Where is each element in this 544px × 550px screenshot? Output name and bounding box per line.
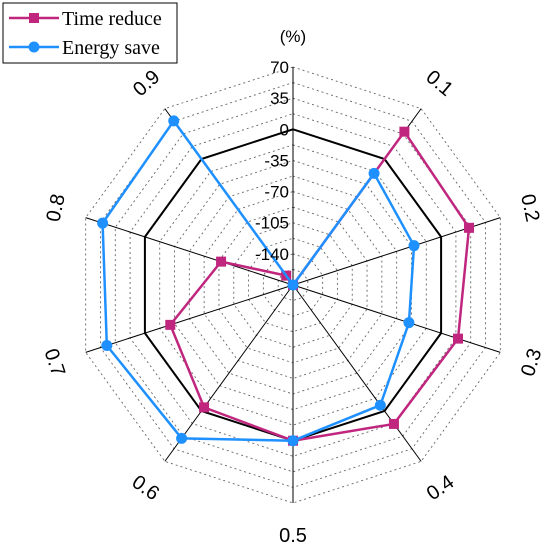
category-label-0.8: 0.8 [43,192,70,224]
legend-marker-time-reduce [29,13,39,23]
legend: Time reduce Energy save [2,2,178,64]
category-label-0.7: 0.7 [40,346,70,379]
category-label-0.2: 0.2 [516,192,543,224]
data-point-energy-save [176,432,188,444]
spoke-4 [292,284,422,462]
grid-ring-6 [174,159,412,411]
spoke-8 [85,217,294,286]
radial-tick-label: 35 [270,89,289,108]
grid-ring-10 [233,222,353,348]
radial-tick-label: -105 [255,214,289,233]
grid-ring-3 [129,113,457,457]
radial-tick-label: -35 [264,151,289,170]
data-point-energy-save [287,279,299,291]
data-point-time-reduce [388,418,399,429]
data-point-time-reduce [464,222,475,233]
radial-tick-label: 70 [270,58,289,77]
label-layer: 70 35 0 -35 -70 -105 -140 0.1 0.2 0.3 0.4 0.5 0.6 0.7… [40,58,544,547]
legend-label-energy-save: Energy save [62,37,160,59]
unit-label: (%) [280,27,306,46]
legend-marker-energy-save [28,41,40,53]
data-point-energy-save [368,167,380,179]
data-point-energy-save [97,217,109,229]
category-label-0.5: 0.5 [279,525,307,547]
data-point-energy-save [408,240,420,252]
category-label-0.9: 0.9 [129,66,164,101]
radial-tick-label: -140 [255,245,289,264]
spoke-7 [85,284,294,353]
grid-ring-13 [277,268,309,302]
category-label-0.1: 0.1 [422,66,457,101]
radial-tick-label: 0 [280,120,289,139]
data-point-time-reduce [399,126,410,137]
series-layer [97,115,475,447]
data-point-time-reduce [216,256,227,267]
data-point-energy-save [101,339,113,351]
grid-ring-5 [159,144,427,426]
grid-ring-11 [248,237,338,333]
data-point-time-reduce [199,402,210,413]
data-point-time-reduce [453,333,464,344]
legend-label-time-reduce: Time reduce [62,8,162,30]
data-point-energy-save [287,435,299,447]
data-point-energy-save [374,399,386,411]
spoke-3 [292,284,501,353]
category-label-0.6: 0.6 [128,471,163,505]
category-label-0.4: 0.4 [423,471,458,505]
spoke-6 [164,284,294,462]
data-point-energy-save [403,317,415,329]
data-point-energy-save [168,115,180,127]
radial-tick-label: -70 [264,183,289,202]
data-point-time-reduce [165,319,176,330]
category-label-0.3: 0.3 [517,346,544,379]
grid-ring-8 [203,191,383,379]
